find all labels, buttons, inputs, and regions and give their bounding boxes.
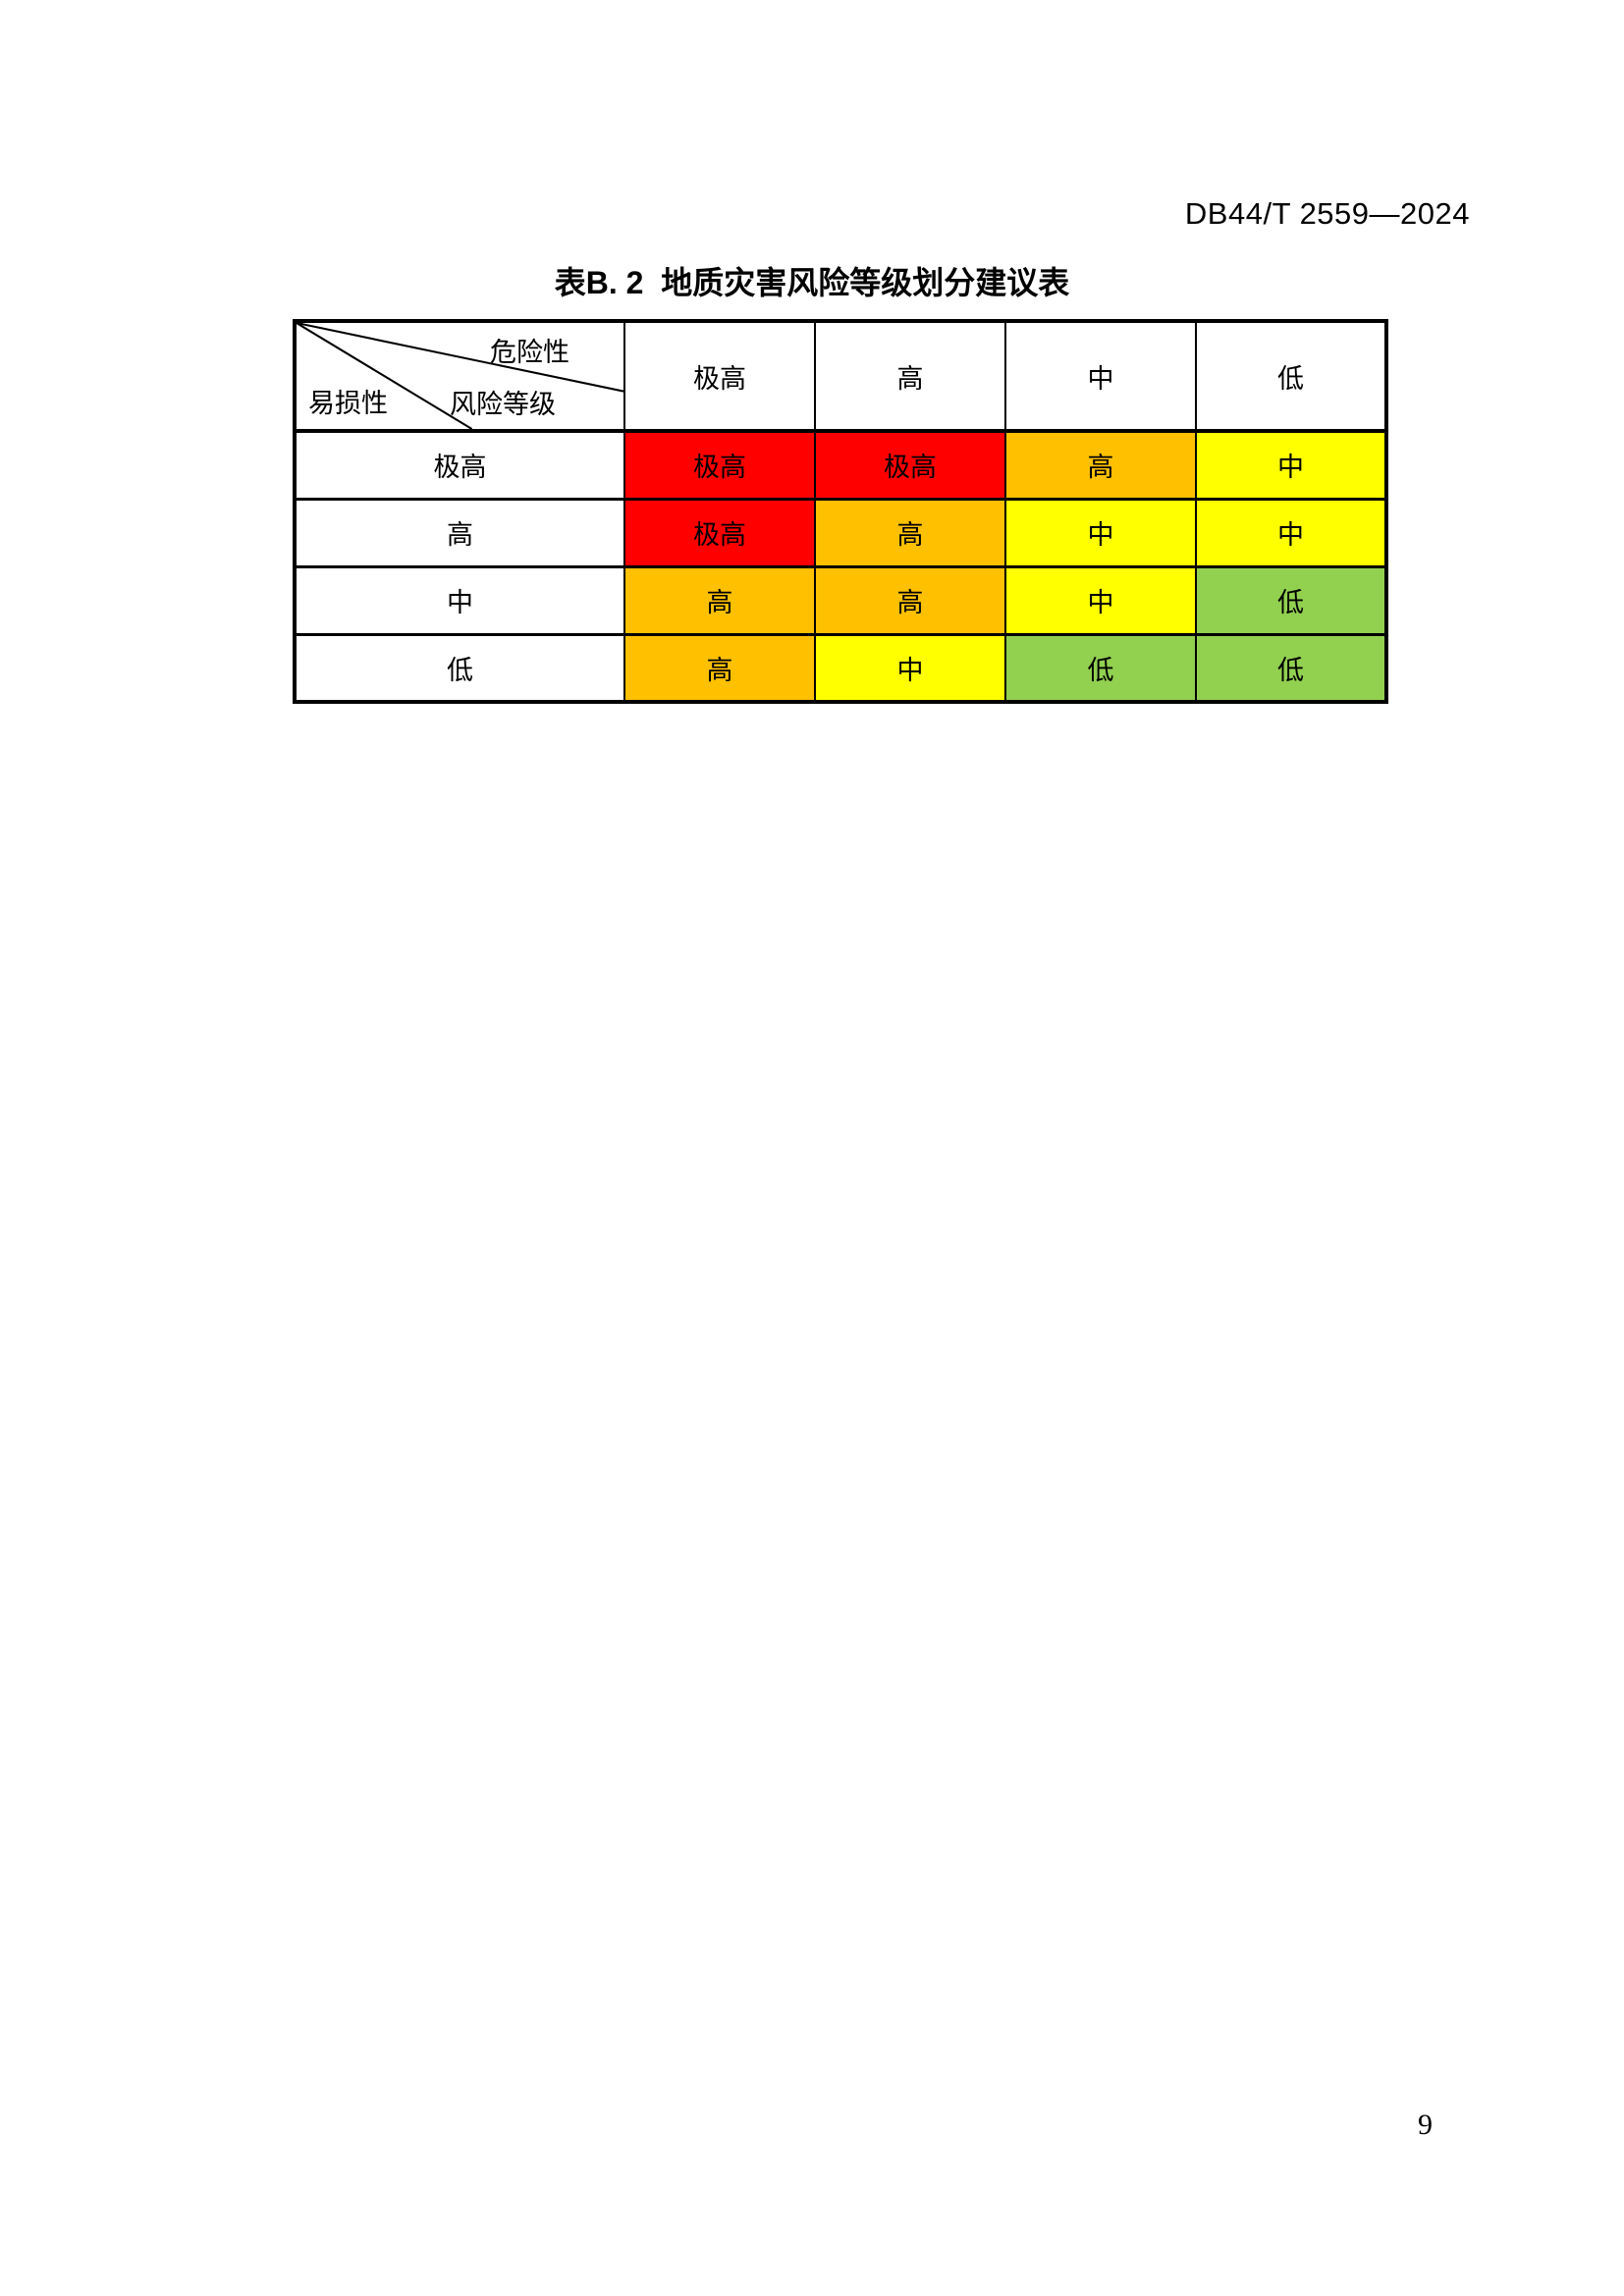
table-row: 中 高 高 中 低 bbox=[294, 564, 1387, 636]
corner-label-risk-level: 风险等级 bbox=[450, 390, 556, 419]
risk-cell: 高 bbox=[623, 632, 816, 704]
table-title: 表B. 2 地质灾害风险等级划分建议表 bbox=[554, 265, 1070, 300]
risk-cell: 极高 bbox=[814, 429, 1006, 501]
row-header-cell: 高 bbox=[294, 497, 625, 568]
risk-cell: 高 bbox=[814, 497, 1006, 568]
table-row: 低 高 中 低 低 bbox=[294, 632, 1387, 704]
table-row: 极高 极高 极高 高 中 bbox=[294, 429, 1387, 501]
doc-number: DB44/T 2559—2024 bbox=[1184, 196, 1470, 231]
column-header-hazard-low: 低 bbox=[1195, 319, 1387, 433]
corner-label-hazard: 危险性 bbox=[490, 338, 569, 367]
corner-header-cell: 危险性 易损性 风险等级 bbox=[294, 319, 625, 433]
risk-cell: 低 bbox=[1195, 564, 1387, 636]
table-row: 高 极高 高 中 中 bbox=[294, 497, 1387, 568]
risk-cell: 中 bbox=[1004, 497, 1197, 568]
risk-cell: 中 bbox=[1195, 497, 1387, 568]
row-header-cell: 极高 bbox=[294, 429, 625, 501]
row-header-cell: 中 bbox=[294, 564, 625, 636]
risk-cell: 极高 bbox=[623, 497, 816, 568]
page-number: 9 bbox=[1418, 2109, 1433, 2141]
column-header-hazard-high: 高 bbox=[814, 319, 1006, 433]
risk-cell: 低 bbox=[1004, 632, 1197, 704]
column-header-hazard-medium: 中 bbox=[1004, 319, 1197, 433]
risk-cell: 中 bbox=[1195, 429, 1387, 501]
risk-cell: 低 bbox=[1195, 632, 1387, 704]
risk-cell: 高 bbox=[1004, 429, 1197, 501]
risk-matrix-table: 危险性 易损性 风险等级 极高 高 中 低 极高 极高 极高 高 中 高 极高 … bbox=[293, 319, 1388, 704]
column-header-hazard-extremely-high: 极高 bbox=[623, 319, 816, 433]
risk-cell: 高 bbox=[623, 564, 816, 636]
risk-cell: 中 bbox=[1004, 564, 1197, 636]
risk-cell: 极高 bbox=[623, 429, 816, 501]
risk-cell: 中 bbox=[814, 632, 1006, 704]
risk-cell: 高 bbox=[814, 564, 1006, 636]
corner-label-vulnerability: 易损性 bbox=[308, 389, 388, 418]
row-header-cell: 低 bbox=[294, 632, 625, 704]
diagonal-divider-lines bbox=[297, 324, 623, 427]
table-header-row: 危险性 易损性 风险等级 极高 高 中 低 bbox=[294, 319, 1387, 433]
